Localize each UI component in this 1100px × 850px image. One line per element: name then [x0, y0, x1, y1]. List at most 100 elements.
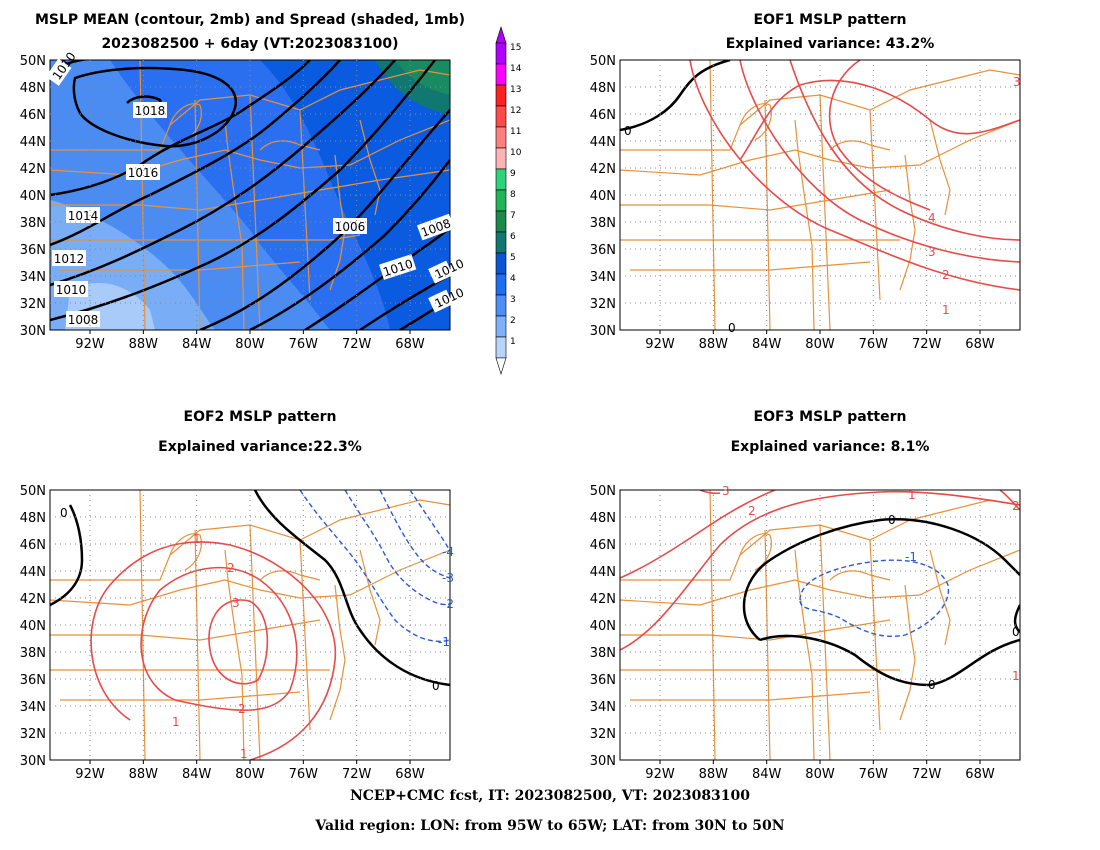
- lat-tick-label: 32N: [590, 297, 616, 312]
- lon-tick-label: 92W: [645, 767, 675, 782]
- colorbar-label: 15: [510, 43, 521, 53]
- eof3-contour-labels: 0 0 0 -1 1 2 3 2 1: [722, 484, 1020, 692]
- eof1-contour-labels: 0 0 1 2 3 4 3: [624, 75, 1021, 335]
- lat-tick-label: 30N: [590, 754, 616, 769]
- eof1-panel-title: EOF1 MSLP pattern Explained variance: 43…: [570, 8, 1090, 56]
- lat-tick-label: 34N: [20, 270, 46, 285]
- contour-label: 0: [928, 678, 936, 692]
- contour-label: 0: [624, 124, 632, 138]
- contour-label: 1008: [68, 313, 99, 327]
- contour-label: 1012: [54, 252, 85, 266]
- lat-tick-label: 50N: [590, 484, 616, 499]
- lat-tick-label: 42N: [20, 162, 46, 177]
- eof2-title-line-2: Explained variance:22.3%: [158, 439, 362, 455]
- lon-tick-label: 76W: [289, 337, 319, 352]
- lat-tick-label: 38N: [20, 216, 46, 231]
- lon-tick-label: 80W: [235, 337, 265, 352]
- lat-tick-label: 48N: [20, 81, 46, 96]
- contour-label: 1016: [128, 166, 159, 180]
- lat-tick-label: 30N: [20, 324, 46, 339]
- lat-tick-label: 34N: [590, 270, 616, 285]
- lat-tick-label: 40N: [590, 619, 616, 634]
- lat-tick-label: 38N: [590, 646, 616, 661]
- colorbar-label: 6: [510, 232, 516, 242]
- contour-label: 2: [748, 504, 756, 518]
- colorbar-label: 9: [510, 169, 516, 179]
- panel-axes: 50N 48N 46N 44N 42N 40N 38N 36N 34N 32N 30N 92W 88W 8…: [590, 484, 1020, 782]
- lat-tick-label: 42N: [590, 592, 616, 607]
- colorbar-label: 3: [510, 295, 516, 305]
- state-borders: [620, 490, 1020, 760]
- spread-colorbar: 15 14 13 12 11 10 9 8 7 6 5 4 3 2 1: [495, 25, 522, 375]
- lon-tick-label: 80W: [235, 767, 265, 782]
- lon-tick-label: 76W: [859, 767, 889, 782]
- contour-label: 1006: [335, 220, 366, 234]
- lat-tick-label: 36N: [590, 673, 616, 688]
- lat-tick-label: 42N: [590, 162, 616, 177]
- lon-tick-label: 88W: [699, 337, 729, 352]
- colorbar-label: 13: [510, 85, 521, 95]
- lat-tick-label: 38N: [20, 646, 46, 661]
- contour-label: 2: [942, 268, 950, 282]
- contour-label: 1: [172, 715, 180, 729]
- contour-label: 1: [240, 747, 248, 761]
- mean-panel-title: MSLP MEAN (contour, 2mb) and Spread (sha…: [0, 8, 500, 56]
- colorbar-label: 7: [510, 211, 516, 221]
- eof3-panel-title: EOF3 MSLP pattern Explained variance: 8.…: [570, 402, 1090, 462]
- valid-region-footer: Valid region: LON: from 95W to 65W; LAT:…: [315, 818, 785, 834]
- eof3-title-line-1: EOF3 MSLP pattern: [753, 409, 907, 425]
- contour-label: 3: [232, 596, 240, 610]
- lat-tick-label: 46N: [20, 538, 46, 553]
- contour-label: 2: [1012, 499, 1020, 513]
- lat-tick-label: 46N: [590, 108, 616, 123]
- lon-tick-label: 92W: [75, 767, 105, 782]
- contour-label: -1: [438, 635, 450, 649]
- lat-tick-label: 32N: [590, 727, 616, 742]
- lat-tick-label: 44N: [590, 565, 616, 580]
- contour-label: 3: [722, 484, 730, 498]
- lat-tick-label: 34N: [20, 700, 46, 715]
- colorbar-label: 10: [510, 148, 522, 158]
- panel-axes: 50N 48N 46N 44N 42N 40N 38N 36N 34N 32N 30N 92W 88W 8…: [20, 54, 450, 352]
- lon-tick-label: 80W: [805, 767, 835, 782]
- contour-label: 2: [238, 702, 246, 716]
- lat-tick-label: 42N: [20, 592, 46, 607]
- contour-label: 0: [728, 321, 736, 335]
- colorbar-label: 1: [510, 337, 516, 347]
- eof1-zero-contour: [620, 60, 731, 132]
- lon-tick-label: 92W: [645, 337, 675, 352]
- lat-tick-label: 48N: [20, 511, 46, 526]
- lat-tick-label: 48N: [590, 511, 616, 526]
- lon-tick-label: 88W: [699, 767, 729, 782]
- mean-title-line-2: 2023082500 + 6day (VT:2023083100): [101, 36, 399, 52]
- lon-tick-label: 76W: [289, 767, 319, 782]
- lat-tick-label: 50N: [590, 54, 616, 69]
- contour-label: -4: [442, 545, 454, 559]
- eof3-negative-contour: [799, 559, 950, 637]
- contour-label: 4: [928, 211, 936, 225]
- eof2-contour-labels: 0 0 1 2 3 1 2 1 -1 -2 -3 -4: [60, 506, 454, 761]
- lat-tick-label: 50N: [20, 484, 46, 499]
- contour-label: 0: [432, 679, 440, 693]
- lon-tick-label: 72W: [342, 767, 372, 782]
- lat-tick-label: 34N: [590, 700, 616, 715]
- eof2-negative-contours: [299, 490, 450, 642]
- lon-tick-label: 88W: [129, 337, 159, 352]
- eof3-title-line-2: Explained variance: 8.1%: [730, 439, 930, 455]
- lat-tick-label: 36N: [590, 243, 616, 258]
- lon-tick-label: 80W: [805, 337, 835, 352]
- lat-tick-label: 44N: [590, 135, 616, 150]
- lat-tick-label: 50N: [20, 54, 46, 69]
- colorbar-label: 12: [510, 106, 521, 116]
- contour-label: 2: [227, 561, 235, 575]
- lon-tick-label: 84W: [752, 767, 782, 782]
- contour-label: -1: [905, 550, 917, 564]
- contour-label: -3: [442, 571, 454, 585]
- lat-tick-label: 46N: [20, 108, 46, 123]
- eof3-zero-contour: [742, 518, 1020, 687]
- mslp-mean-contours: [50, 60, 450, 330]
- lon-tick-label: 68W: [395, 337, 425, 352]
- state-borders: [50, 60, 450, 330]
- contour-label: 1: [942, 303, 950, 317]
